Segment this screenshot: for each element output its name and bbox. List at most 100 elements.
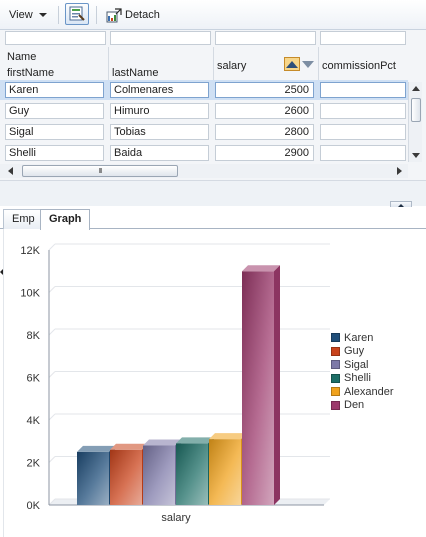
tab-graph[interactable]: Graph [40, 209, 91, 230]
legend-label: Shelli [344, 372, 371, 385]
cell-commissionpct[interactable] [320, 82, 406, 98]
horizontal-scrollbar[interactable]: III [0, 164, 408, 178]
column-header-commissionpct[interactable]: commissionPct [322, 60, 396, 72]
column-header-lastname[interactable]: lastName [112, 67, 159, 79]
legend-item[interactable]: Den [331, 399, 394, 413]
legend-item[interactable]: Sigal [331, 358, 394, 372]
column-divider [318, 47, 319, 81]
cell-firstname[interactable]: Sigal [5, 124, 104, 140]
cell-firstname[interactable]: Guy [5, 103, 104, 119]
table-row[interactable]: Karen Colmenares 2500 [0, 80, 408, 100]
cell-salary[interactable]: 2900 [215, 145, 314, 161]
query-by-example-icon [69, 6, 85, 21]
gridline [48, 413, 56, 421]
y-tick-label: 8K [27, 330, 41, 342]
tab-bar: Emp Graph [0, 207, 426, 230]
cell-lastname[interactable]: Baida [110, 145, 209, 161]
cell-salary[interactable]: 2500 [215, 82, 314, 98]
tab-emp[interactable]: Emp [3, 209, 44, 229]
cell-salary[interactable]: 2800 [215, 124, 314, 140]
detach-button[interactable]: Detach [106, 7, 160, 23]
legend-swatch [331, 346, 340, 356]
detach-icon [106, 7, 122, 22]
y-tick-label: 4K [27, 415, 41, 427]
bar-top [143, 439, 181, 446]
bar-shelli [176, 443, 208, 505]
cell-firstname[interactable]: Karen [5, 82, 104, 98]
legend-item[interactable]: Guy [331, 345, 394, 359]
filter-salary-input[interactable] [215, 31, 316, 45]
y-tick-label: 12K [20, 245, 40, 257]
sort-descending-icon[interactable] [302, 60, 314, 68]
toolbar: View Detach [0, 0, 426, 30]
table-row[interactable]: Sigal Tobias 2800 [0, 122, 408, 142]
bar-karen [77, 451, 109, 505]
bar-top [209, 433, 247, 440]
horizontal-scroll-thumb[interactable]: III [22, 165, 178, 177]
bar-top [242, 265, 280, 272]
toolbar-separator [96, 6, 97, 24]
view-menu[interactable]: View [9, 7, 47, 23]
y-tick-label: 0K [27, 500, 41, 512]
chevron-down-icon [38, 13, 47, 17]
filter-lastname-input[interactable] [110, 31, 211, 45]
x-category-label: salary [161, 512, 191, 524]
query-by-example-button[interactable] [65, 3, 89, 25]
legend-item[interactable]: Alexander [331, 385, 394, 399]
legend-item[interactable]: Shelli [331, 372, 394, 386]
scroll-left-icon[interactable] [8, 167, 13, 175]
vertical-scrollbar[interactable] [408, 82, 422, 162]
cell-salary[interactable]: 2600 [215, 103, 314, 119]
gridline [48, 371, 56, 378]
cell-firstname[interactable]: Shelli [5, 145, 104, 161]
view-menu-label: View [9, 9, 33, 21]
filter-row [0, 30, 426, 47]
legend-label: Karen [344, 331, 374, 344]
legend-label: Alexander [344, 385, 394, 398]
legend-label: Den [344, 399, 365, 412]
sort-ascending-icon[interactable] [284, 57, 300, 71]
cell-lastname[interactable]: Tobias [110, 124, 209, 140]
bar-top [110, 443, 148, 450]
panel-splitter[interactable] [0, 180, 426, 210]
bar-top [77, 445, 115, 452]
cell-lastname[interactable]: Colmenares [110, 82, 209, 98]
bar-top [176, 437, 214, 444]
chart-legend: Karen Guy Sigal Shelli Alexander Den [331, 331, 394, 412]
toolbar-separator [58, 6, 59, 24]
y-tick-label: 10K [20, 288, 40, 300]
gridline [48, 498, 56, 506]
gridline [48, 286, 56, 293]
cell-commissionpct[interactable] [320, 124, 406, 140]
sort-control[interactable] [284, 57, 316, 71]
bar-guy [110, 449, 142, 505]
cell-lastname[interactable]: Himuro [110, 103, 209, 119]
legend-swatch [331, 373, 340, 383]
filter-commissionpct-input[interactable] [320, 31, 406, 45]
table-row[interactable]: Guy Himuro 2600 [0, 101, 408, 121]
cell-commissionpct[interactable] [320, 145, 406, 161]
expand-left-icon[interactable] [0, 268, 4, 276]
scroll-grip: III [98, 167, 103, 175]
legend-swatch [331, 387, 340, 397]
scroll-right-icon[interactable] [397, 167, 402, 175]
vertical-scroll-thumb[interactable] [411, 98, 421, 122]
y-tick-label: 2K [27, 458, 41, 470]
scroll-down-icon[interactable] [412, 153, 420, 158]
bar-den [242, 271, 274, 505]
column-divider [213, 47, 214, 81]
bar-alexander [209, 439, 241, 505]
tab-emp-label: Emp [12, 213, 35, 225]
table-row[interactable]: Shelli Baida 2900 [0, 143, 408, 163]
legend-swatch [331, 400, 340, 410]
legend-label: Guy [344, 345, 365, 358]
cell-commissionpct[interactable] [320, 103, 406, 119]
column-header-salary[interactable]: salary [217, 60, 247, 72]
scroll-up-icon[interactable] [412, 86, 420, 91]
legend-swatch [331, 360, 340, 370]
column-header-firstname[interactable]: firstName [7, 67, 55, 79]
gridline [48, 328, 56, 336]
legend-item[interactable]: Karen [331, 331, 394, 345]
column-divider [108, 47, 109, 81]
filter-firstname-input[interactable] [5, 31, 106, 45]
